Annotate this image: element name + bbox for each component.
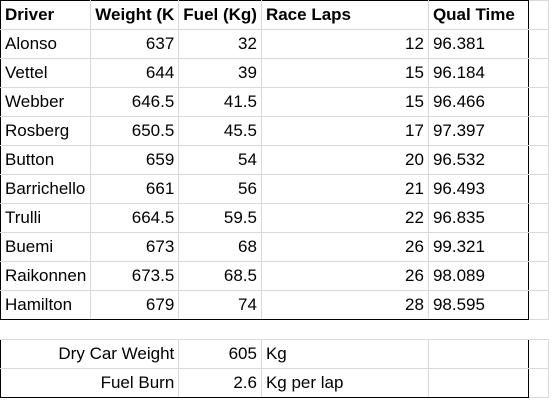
driver-cell[interactable]: Hamilton [0,290,92,320]
empty-cell[interactable] [527,339,549,369]
empty-cell[interactable] [527,87,549,117]
spacer-row [0,319,549,340]
weight-cell[interactable]: 644 [90,58,180,88]
weight-cell[interactable]: 679 [90,290,180,320]
fuel-cell[interactable]: 54 [178,145,262,175]
race-laps-cell[interactable]: 21 [260,174,429,204]
race-laps-cell[interactable]: 26 [260,261,429,291]
empty-cell[interactable] [527,145,549,175]
dry-weight-unit[interactable]: Kg [260,339,429,369]
fuel-cell[interactable]: 59.5 [178,203,262,233]
driver-cell[interactable]: Rosberg [0,116,92,146]
empty-cell[interactable] [527,58,549,88]
empty-cell[interactable] [428,319,529,340]
dry-weight-value[interactable]: 605 [178,339,262,369]
qual-time-cell[interactable]: 96.381 [427,29,529,59]
qual-time-cell[interactable]: 96.493 [427,174,529,204]
weight-cell[interactable]: 646.5 [90,87,180,117]
driver-cell[interactable]: Trulli [0,203,92,233]
fuel-cell[interactable]: 68.5 [178,261,262,291]
fuel-cell[interactable]: 74 [178,290,262,320]
table-row: Webber 646.5 41.5 15 96.466 [0,87,549,117]
header-cell-driver[interactable]: Driver [0,0,92,30]
table-row: Barrichello 661 56 21 96.493 [0,174,549,204]
header-row: Driver Weight (K Fuel (Kg) Race Laps Qua… [0,0,549,30]
qual-time-cell[interactable]: 99.321 [427,232,529,262]
empty-cell[interactable] [427,368,529,398]
race-laps-cell[interactable]: 28 [260,290,429,320]
driver-cell[interactable]: Barrichello [0,174,92,204]
header-cell-fuel[interactable]: Fuel (Kg) [178,0,262,30]
empty-cell[interactable] [527,174,549,204]
weight-cell[interactable]: 659 [90,145,180,175]
driver-cell[interactable]: Alonso [0,29,92,59]
empty-cell[interactable] [528,319,549,340]
race-laps-cell[interactable]: 26 [260,232,429,262]
table-row: Rosberg 650.5 45.5 17 97.397 [0,116,549,146]
fuel-burn-label[interactable]: Fuel Burn [0,368,180,398]
table-row: Buemi 673 68 26 99.321 [0,232,549,262]
fuel-cell[interactable]: 45.5 [178,116,262,146]
empty-cell[interactable] [527,29,549,59]
driver-cell[interactable]: Raikonnen [0,261,92,291]
qual-time-cell[interactable]: 98.595 [427,290,529,320]
table-row: Button 659 54 20 96.532 [0,145,549,175]
table-row: Hamilton 679 74 28 98.595 [0,290,549,320]
driver-cell[interactable]: Buemi [0,232,92,262]
fuel-burn-row: Fuel Burn 2.6 Kg per lap [0,368,549,398]
weight-cell[interactable]: 661 [90,174,180,204]
header-cell-race-laps[interactable]: Race Laps [260,0,429,30]
qual-time-cell[interactable]: 96.532 [427,145,529,175]
fuel-burn-value[interactable]: 2.6 [178,368,262,398]
empty-cell[interactable] [527,232,549,262]
fuel-cell[interactable]: 41.5 [178,87,262,117]
qual-time-cell[interactable]: 96.184 [427,58,529,88]
empty-cell[interactable] [261,319,429,340]
qual-time-cell[interactable]: 96.835 [427,203,529,233]
fuel-cell[interactable]: 68 [178,232,262,262]
fuel-cell[interactable]: 39 [178,58,262,88]
race-laps-cell[interactable]: 20 [260,145,429,175]
driver-cell[interactable]: Webber [0,87,92,117]
race-laps-cell[interactable]: 22 [260,203,429,233]
weight-cell[interactable]: 637 [90,29,180,59]
race-laps-cell[interactable]: 15 [260,58,429,88]
race-laps-cell[interactable]: 15 [260,87,429,117]
fuel-burn-unit[interactable]: Kg per lap [260,368,429,398]
dry-weight-row: Dry Car Weight 605 Kg [0,339,549,369]
race-laps-cell[interactable]: 12 [260,29,429,59]
weight-cell[interactable]: 673 [90,232,180,262]
empty-cell[interactable] [0,319,91,340]
qual-time-cell[interactable]: 97.397 [427,116,529,146]
driver-cell[interactable]: Button [0,145,92,175]
table-row: Trulli 664.5 59.5 22 96.835 [0,203,549,233]
weight-cell[interactable]: 673.5 [90,261,180,291]
header-cell-qual-time[interactable]: Qual Time [427,0,529,30]
table-row: Alonso 637 32 12 96.381 [0,29,549,59]
data-table: Driver Weight (K Fuel (Kg) Race Laps Qua… [0,0,549,398]
weight-cell[interactable]: 664.5 [90,203,180,233]
race-laps-cell[interactable]: 17 [260,116,429,146]
fuel-cell[interactable]: 32 [178,29,262,59]
empty-cell[interactable] [527,116,549,146]
empty-cell[interactable] [527,203,549,233]
table-row: Raikonnen 673.5 68.5 26 98.089 [0,261,549,291]
qual-time-cell[interactable]: 98.089 [427,261,529,291]
table-row: Vettel 644 39 15 96.184 [0,58,549,88]
empty-cell[interactable] [527,368,549,398]
qual-time-cell[interactable]: 96.466 [427,87,529,117]
empty-cell[interactable] [178,319,262,340]
empty-cell[interactable] [527,290,549,320]
empty-cell[interactable] [527,261,549,291]
driver-cell[interactable]: Vettel [0,58,92,88]
header-cell-weight[interactable]: Weight (K [90,0,180,30]
empty-cell[interactable] [90,319,179,340]
empty-cell[interactable] [527,0,549,30]
empty-cell[interactable] [427,339,529,369]
weight-cell[interactable]: 650.5 [90,116,180,146]
fuel-cell[interactable]: 56 [178,174,262,204]
dry-weight-label[interactable]: Dry Car Weight [0,339,180,369]
